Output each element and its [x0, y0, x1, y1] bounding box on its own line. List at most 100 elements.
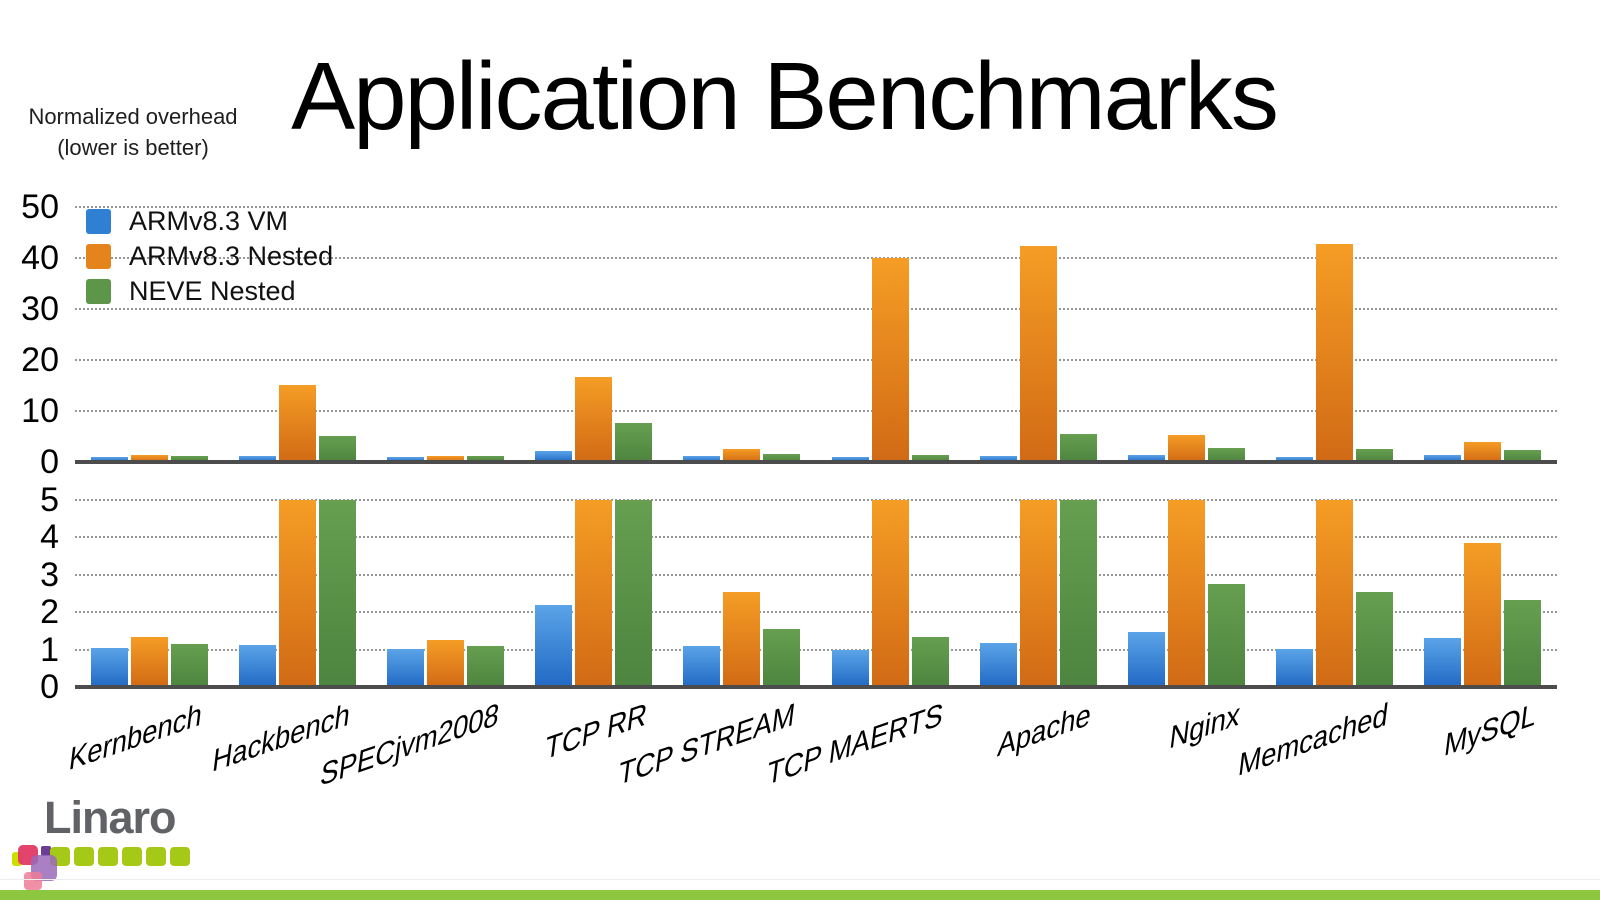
bar-armv8-3-nested-kernbench: [130, 455, 168, 462]
bar-neve-nested-specjvm2008: [466, 456, 504, 462]
bar-armv8-3-nested-apache: [1019, 245, 1057, 462]
linaro-logo-text: Linaro: [44, 792, 177, 843]
bar-armv8-3-vm-hackbench: [238, 645, 276, 687]
chart-panel-upper: 50 40 30 20 10 0: [21, 189, 1557, 480]
linaro-logo: Linaro: [0, 790, 260, 900]
bar-armv8-3-nested-tcp-maerts: [871, 500, 909, 687]
x-axis-line: [75, 460, 1557, 464]
bar-armv8-3-nested-tcp-maerts: [871, 258, 909, 462]
slide-edge-line: [0, 879, 1600, 880]
bar-group-memcached: [1261, 207, 1409, 462]
bar-neve-nested-tcp-maerts: [911, 637, 949, 687]
bar-armv8-3-vm-tcp-stream: [683, 456, 721, 462]
legend-swatch-armv8-3-nested: [86, 244, 111, 269]
y-tick-label-40: 40: [21, 239, 59, 277]
logo-yellow-square: [12, 852, 22, 866]
y-tick-label-2: 2: [40, 593, 59, 632]
bar-armv8-3-vm-kernbench: [90, 648, 128, 687]
legend-label-armv8-3-vm: ARMv8.3 VM: [129, 206, 289, 236]
gridline-1: [75, 648, 1557, 651]
slide-footer-accent-bar: [0, 890, 1600, 900]
gridline-40: [75, 257, 1557, 259]
bar-neve-nested-mysql: [1504, 450, 1542, 462]
y-tick-label-0: 0: [40, 443, 59, 481]
bar-armv8-3-vm-nginx: [1127, 632, 1165, 687]
legend-swatch-armv8-3-vm: [86, 209, 111, 234]
logo-pink-square: [24, 872, 42, 890]
bar-armv8-3-vm-tcp-maerts: [831, 649, 869, 687]
legend-swatch-neve-nested: [86, 279, 111, 304]
legend-item-neve-nested: NEVE Nested: [86, 274, 333, 309]
bar-group-tcp-stream: [668, 207, 816, 462]
legend-label-neve-nested: NEVE Nested: [129, 276, 296, 306]
bar-neve-nested-hackbench: [318, 436, 356, 462]
bar-group-tcp-maerts: [816, 500, 964, 687]
y-axis-note-line2: (lower is better): [57, 135, 209, 160]
gridline-30: [75, 308, 1557, 310]
slide-title: Application Benchmarks: [291, 43, 1279, 150]
bar-group-hackbench: [223, 207, 371, 462]
chart-legend: ARMv8.3 VM ARMv8.3 Nested NEVE Nested: [86, 204, 333, 309]
bar-armv8-3-nested-apache: [1019, 500, 1057, 687]
bar-armv8-3-nested-tcp-stream: [723, 591, 761, 687]
bar-armv8-3-nested-kernbench: [130, 637, 168, 687]
y-tick-label-3: 3: [40, 555, 59, 594]
gridline-3: [75, 573, 1557, 576]
bar-group-nginx: [1112, 500, 1260, 687]
logo-green-square: [170, 847, 190, 866]
bar-group-tcp-stream: [668, 500, 816, 687]
bar-neve-nested-tcp-stream: [763, 454, 801, 462]
y-tick-label-5: 5: [40, 481, 59, 519]
bar-group-kernbench: [75, 207, 223, 462]
bar-group-tcp-maerts: [816, 207, 964, 462]
logo-green-square: [98, 847, 118, 866]
bar-neve-nested-tcp-maerts: [911, 455, 949, 462]
gridline-50: [75, 206, 1557, 208]
bar-neve-nested-nginx: [1207, 583, 1245, 687]
bar-neve-nested-kernbench: [170, 456, 208, 462]
bar-neve-nested-mysql: [1504, 600, 1542, 687]
bar-group-specjvm2008: [371, 207, 519, 462]
logo-green-square: [74, 847, 94, 866]
bar-armv8-3-vm-tcp-stream: [683, 645, 721, 687]
bar-group-tcp-rr: [520, 500, 668, 687]
bar-armv8-3-vm-apache: [979, 455, 1017, 462]
bar-neve-nested-specjvm2008: [466, 646, 504, 687]
bar-armv8-3-vm-mysql: [1424, 455, 1462, 462]
bar-armv8-3-vm-mysql: [1424, 638, 1462, 687]
legend-item-armv8-3-nested: ARMv8.3 Nested: [86, 239, 333, 274]
bar-armv8-3-nested-mysql: [1464, 543, 1502, 687]
gridline-4: [75, 536, 1557, 539]
y-tick-label-10: 10: [21, 392, 59, 430]
bar-group-apache: [964, 207, 1112, 462]
bar-armv8-3-vm-hackbench: [238, 456, 276, 462]
bar-neve-nested-memcached: [1356, 591, 1394, 687]
bar-group-nginx: [1112, 207, 1260, 462]
bar-group-kernbench: [75, 500, 223, 687]
bar-armv8-3-nested-hackbench: [278, 385, 316, 462]
bar-armv8-3-vm-kernbench: [90, 456, 128, 462]
bar-neve-nested-kernbench: [170, 644, 208, 687]
bar-armv8-3-nested-memcached: [1316, 243, 1354, 462]
bar-armv8-3-vm-memcached: [1276, 456, 1314, 462]
bar-armv8-3-vm-tcp-maerts: [831, 456, 869, 462]
logo-green-square: [146, 847, 166, 866]
y-tick-label-0: 0: [40, 668, 59, 706]
bar-neve-nested-tcp-rr: [615, 500, 653, 687]
y-axis-note-line1: Normalized overhead: [28, 104, 238, 129]
bar-neve-nested-nginx: [1207, 447, 1245, 462]
bar-armv8-3-nested-nginx: [1167, 500, 1205, 687]
y-tick-label-50: 50: [21, 188, 59, 226]
bar-armv8-3-nested-mysql: [1464, 442, 1502, 462]
legend-label-armv8-3-nested: ARMv8.3 Nested: [129, 241, 334, 271]
bar-group-hackbench: [223, 500, 371, 687]
logo-small-purple-square: [41, 846, 51, 856]
bar-armv8-3-vm-tcp-rr: [535, 450, 573, 462]
gridline-10: [75, 410, 1557, 412]
bar-group-memcached: [1261, 500, 1409, 687]
y-tick-label-30: 30: [21, 290, 59, 328]
bar-armv8-3-nested-specjvm2008: [426, 455, 464, 462]
